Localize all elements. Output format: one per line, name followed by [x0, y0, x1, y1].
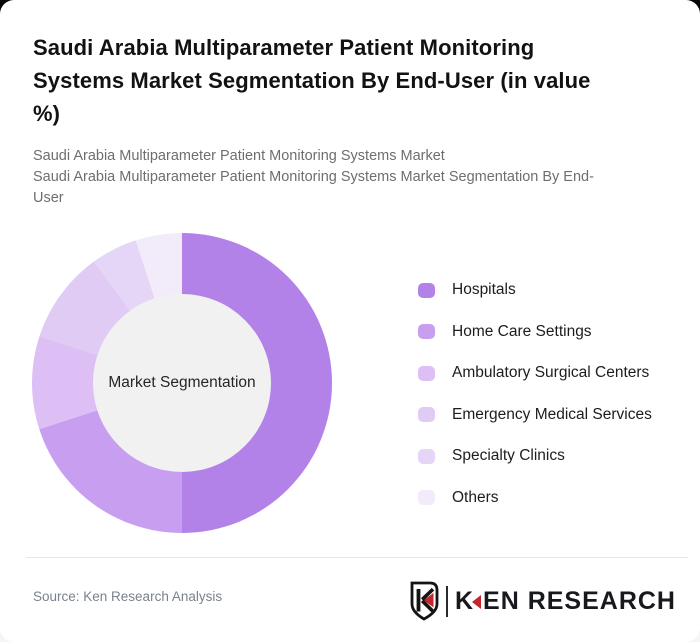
wordmark-rest: EN RESEARCH: [483, 586, 676, 615]
donut-center-label: Market Segmentation: [108, 374, 256, 391]
legend-label: Hospitals: [452, 281, 516, 298]
legend-item: Specialty Clinics: [418, 447, 652, 465]
legend-label: Specialty Clinics: [452, 447, 565, 464]
legend-item: Hospitals: [418, 281, 652, 299]
legend-swatch: [418, 407, 435, 422]
red-triangle-icon: [472, 594, 482, 609]
subtitle-block: Saudi Arabia Multiparameter Patient Moni…: [33, 146, 661, 209]
legend-swatch: [418, 365, 435, 381]
legend-label: Emergency Medical Services: [452, 405, 652, 423]
legend-label: Others: [452, 488, 499, 506]
ken-research-logo: K EN RESEARCH: [409, 581, 676, 621]
legend-item: Others: [418, 489, 652, 507]
ken-research-wordmark: K EN RESEARCH: [455, 587, 676, 616]
legend-item: Emergency Medical Services: [418, 406, 652, 424]
legend-swatch: [418, 324, 435, 339]
chart-legend: Hospitals Home Care Settings Ambulatory Su…: [418, 281, 652, 507]
subtitle-line-2: Saudi Arabia Multiparameter Patient Moni…: [33, 169, 594, 206]
logo-separator: [445, 585, 448, 617]
subtitle-line-1: Saudi Arabia Multiparameter Patient Moni…: [33, 148, 445, 164]
donut-chart: Market Segmentation: [32, 233, 332, 533]
legend-swatch: [418, 448, 435, 464]
legend-label: Home Care Settings: [452, 322, 592, 340]
donut-center: Market Segmentation: [93, 294, 271, 472]
ken-research-shield-icon: [410, 581, 439, 621]
legend-item: Ambulatory Surgical Centers: [418, 364, 652, 382]
source-note: Source: Ken Research Analysis: [33, 589, 223, 604]
legend-swatch: [418, 282, 435, 298]
legend-item: Home Care Settings: [418, 323, 652, 341]
legend-swatch: [418, 490, 435, 505]
wordmark-k: K: [454, 586, 475, 615]
page-title: Saudi Arabia Multiparameter Patient Moni…: [33, 35, 591, 126]
legend-label: Ambulatory Surgical Centers: [452, 364, 650, 381]
footer-divider: [26, 557, 688, 558]
